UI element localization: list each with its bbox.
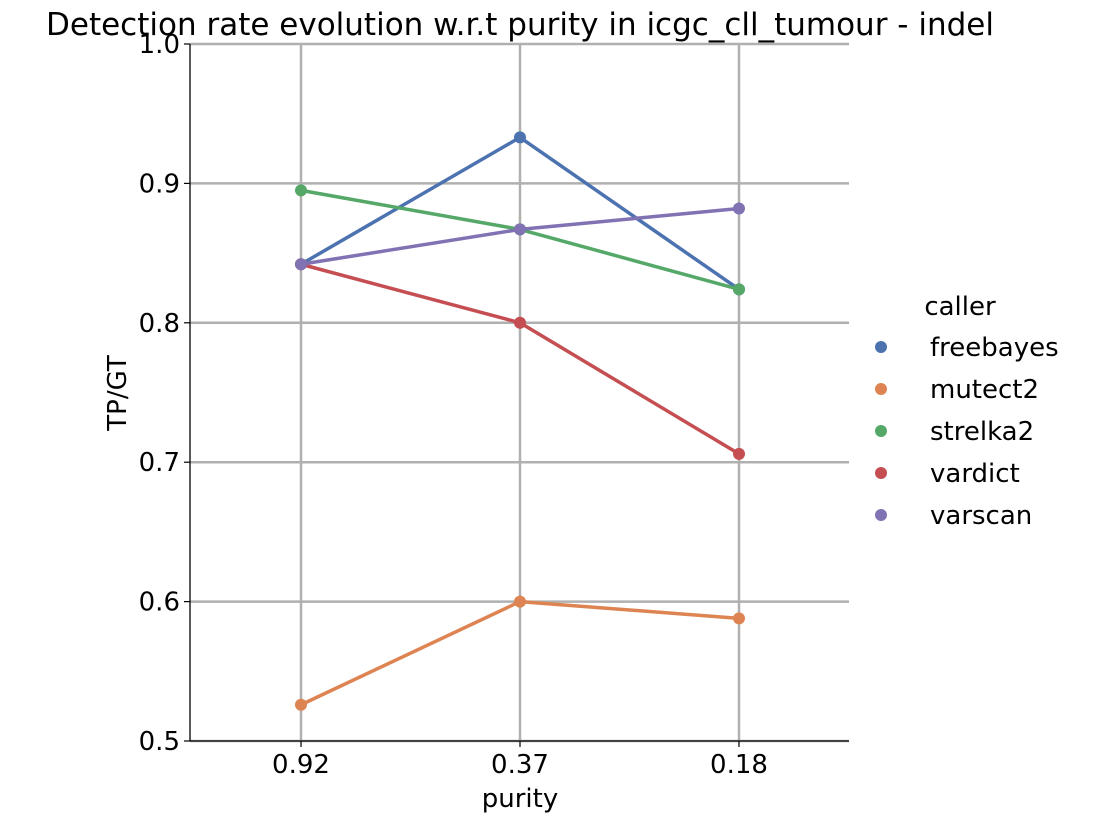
data-point-strelka2 <box>295 184 307 197</box>
data-point-varscan <box>514 223 526 236</box>
legend-label-vardict: vardict <box>930 459 1020 489</box>
y-tick-label: 0.9 <box>139 169 180 199</box>
legend-label-mutect2: mutect2 <box>930 375 1039 405</box>
legend-label-varscan: varscan <box>930 501 1032 531</box>
y-tick-label: 0.6 <box>139 588 180 618</box>
y-tick-label: 0.8 <box>139 309 180 339</box>
legend: caller freebayes mutect2 strelka2 vardict va… <box>875 292 1059 531</box>
data-point-varscan <box>295 258 307 271</box>
grid <box>190 42 849 743</box>
x-axis-label: purity <box>482 784 558 814</box>
data-point-varscan <box>733 202 745 215</box>
y-axis-label: TP/GT <box>103 355 133 432</box>
x-tick-label: 0.92 <box>272 750 330 780</box>
axes <box>184 43 849 747</box>
legend-title: caller <box>924 292 996 322</box>
y-tick-labels: 0.5 0.6 0.7 0.8 0.9 1.0 <box>139 30 180 757</box>
data-point-vardict <box>733 447 745 460</box>
data-point-mutect2 <box>733 612 745 625</box>
data-point-mutect2 <box>295 698 307 711</box>
data-point-freebayes <box>514 131 526 144</box>
x-tick-label: 0.37 <box>491 750 549 780</box>
legend-label-strelka2: strelka2 <box>930 417 1034 447</box>
x-tick-label: 0.18 <box>710 750 768 780</box>
legend-marker-vardict <box>875 467 887 479</box>
series-layer <box>295 131 745 711</box>
legend-marker-freebayes <box>875 341 887 353</box>
legend-marker-strelka2 <box>875 425 887 437</box>
data-point-strelka2 <box>733 283 745 296</box>
legend-marker-mutect2 <box>875 383 887 395</box>
y-tick-label: 1.0 <box>139 30 180 60</box>
data-point-mutect2 <box>514 595 526 608</box>
y-tick-label: 0.7 <box>139 448 180 478</box>
x-tick-labels: 0.92 0.37 0.18 <box>272 750 768 780</box>
y-tick-label: 0.5 <box>139 727 180 757</box>
chart-title: Detection rate evolution w.r.t purity in… <box>46 7 994 43</box>
legend-label-freebayes: freebayes <box>930 333 1059 363</box>
legend-marker-varscan <box>875 509 887 521</box>
data-point-vardict <box>514 316 526 329</box>
